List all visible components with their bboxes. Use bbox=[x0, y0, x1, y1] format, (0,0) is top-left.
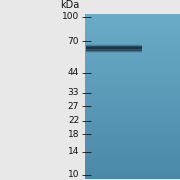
Bar bbox=[86, 45, 142, 47]
Text: 14: 14 bbox=[68, 147, 79, 156]
Text: 70: 70 bbox=[68, 37, 79, 46]
Text: 18: 18 bbox=[68, 130, 79, 139]
Text: 22: 22 bbox=[68, 116, 79, 125]
Text: 44: 44 bbox=[68, 68, 79, 77]
Text: kDa: kDa bbox=[60, 0, 79, 10]
Bar bbox=[86, 50, 142, 52]
Text: 100: 100 bbox=[62, 12, 79, 21]
Text: 33: 33 bbox=[68, 88, 79, 97]
Bar bbox=[86, 51, 142, 53]
Bar bbox=[86, 44, 142, 45]
Bar bbox=[86, 46, 142, 48]
Text: 10: 10 bbox=[68, 170, 79, 179]
Text: 27: 27 bbox=[68, 102, 79, 111]
Bar bbox=[86, 47, 142, 49]
Bar bbox=[86, 49, 142, 51]
